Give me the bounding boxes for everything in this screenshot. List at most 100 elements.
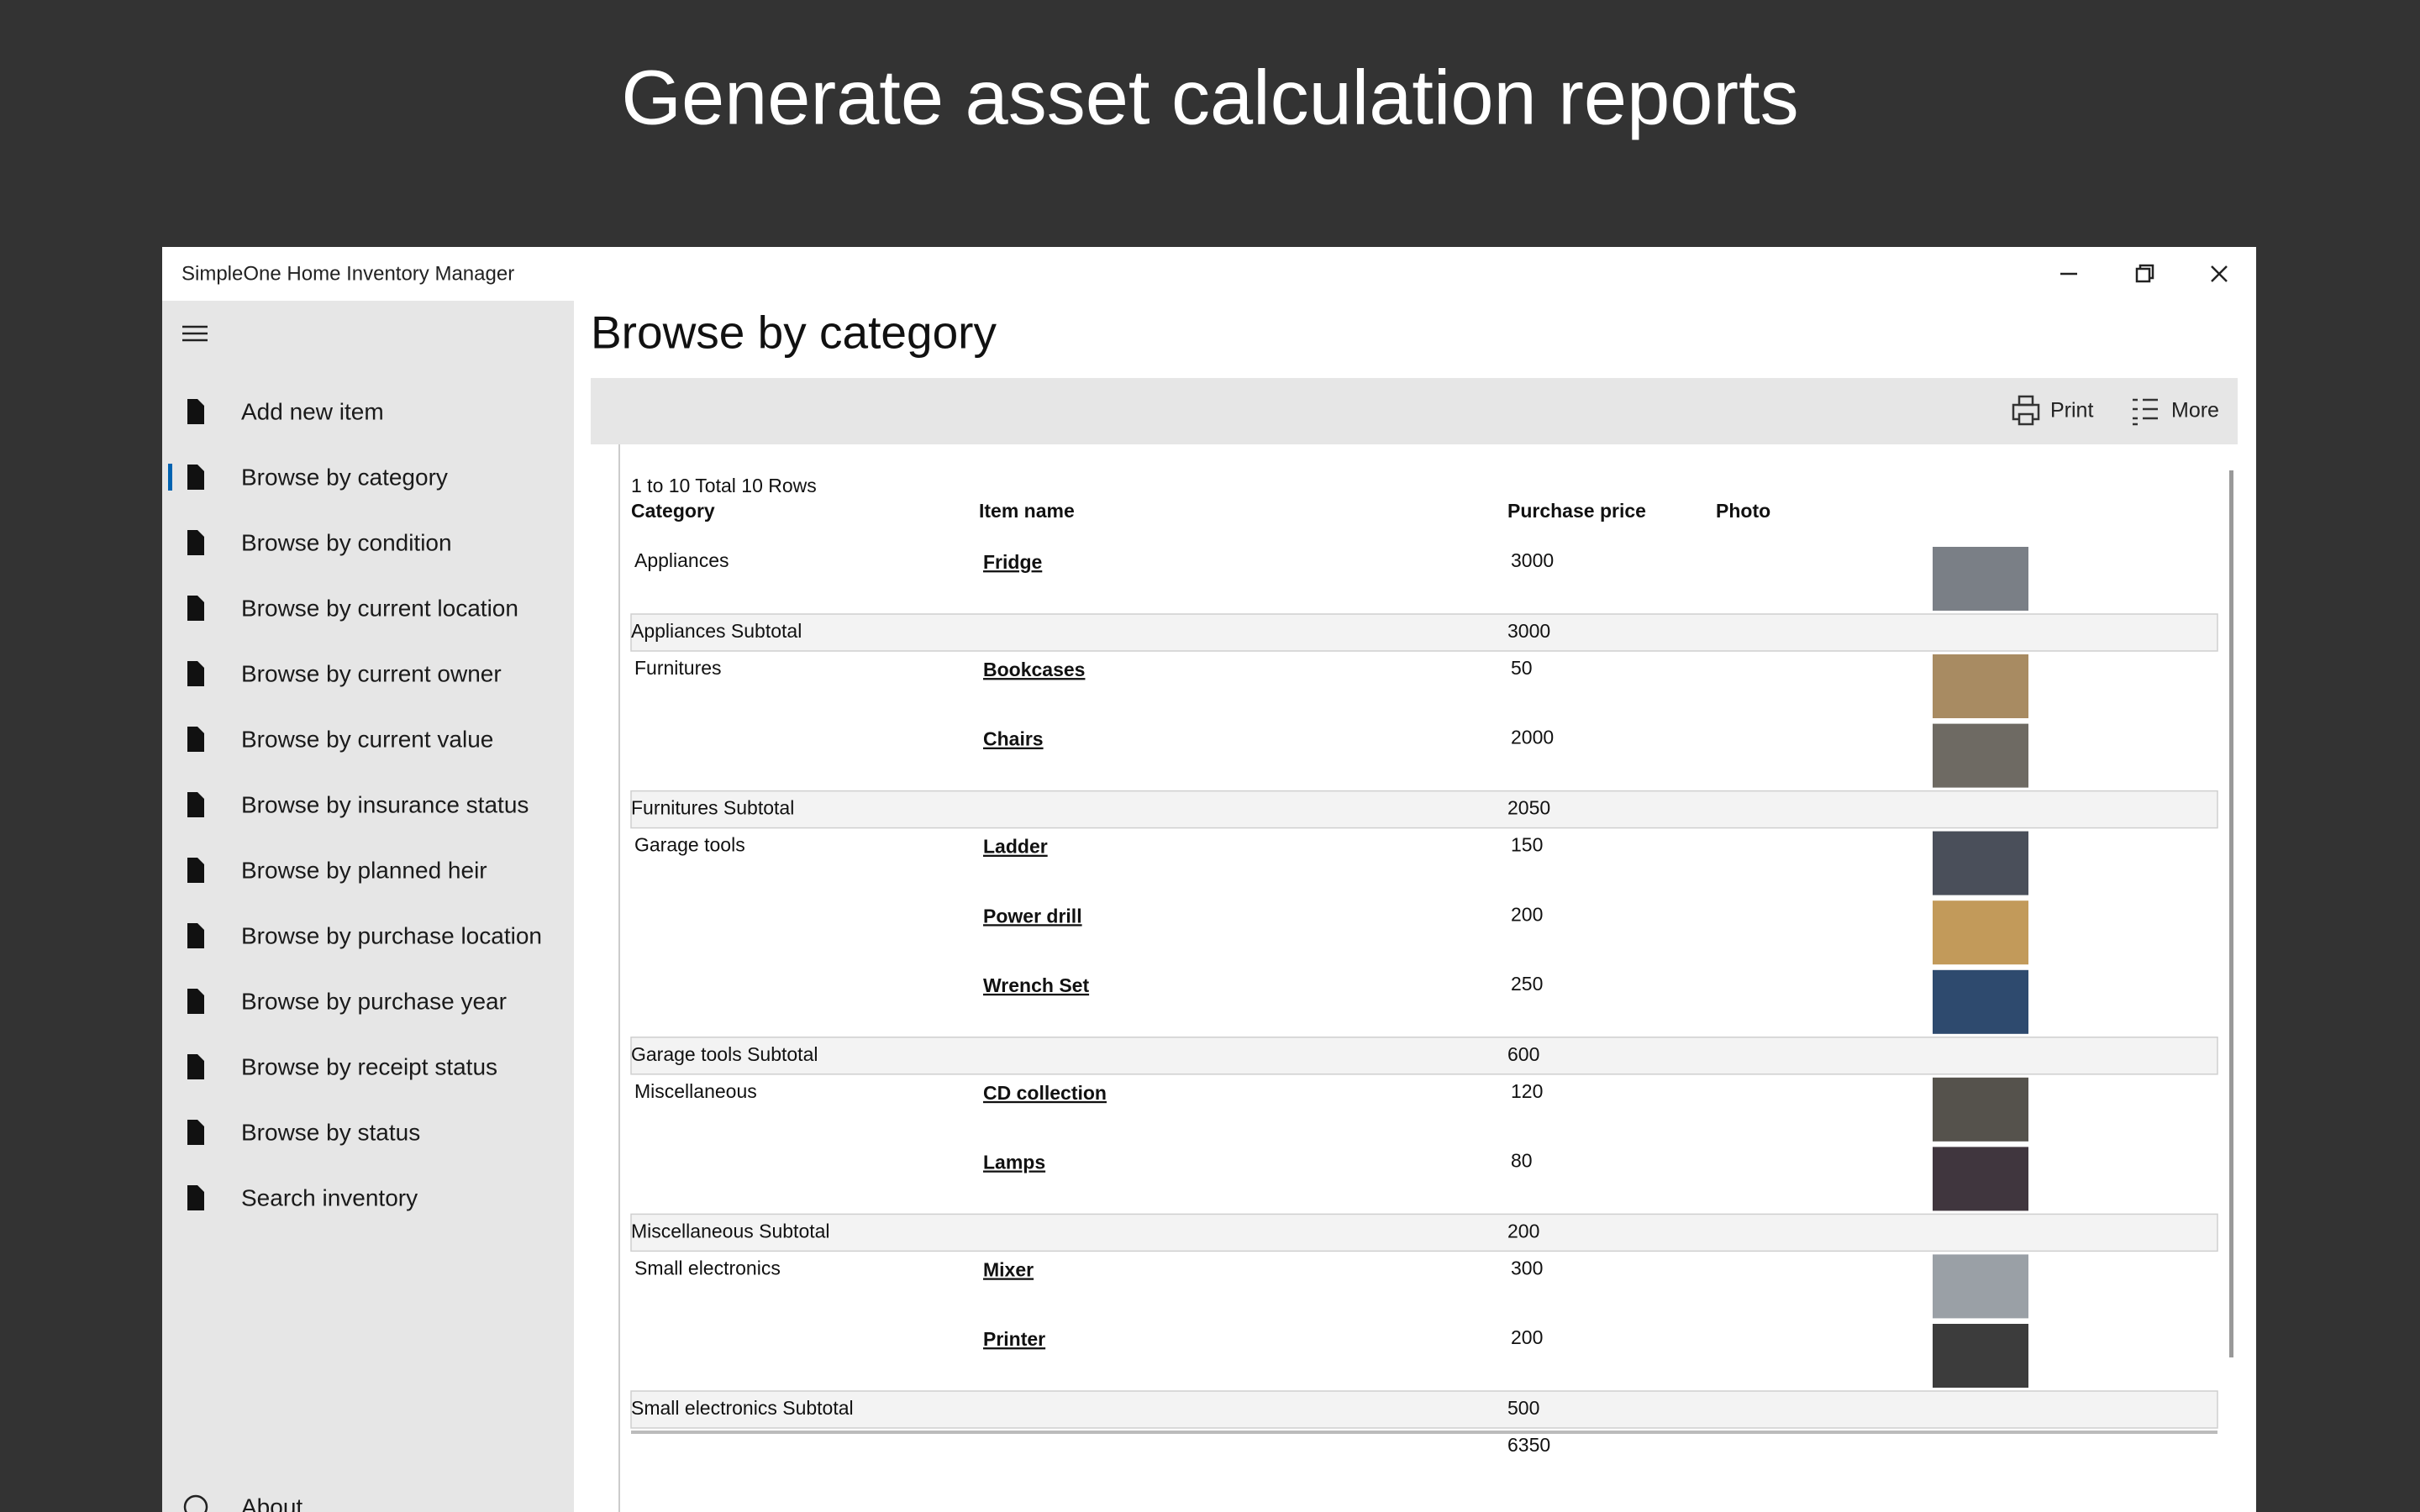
subtotal-value: 200: [1507, 1220, 1539, 1242]
item-link[interactable]: Power drill: [983, 905, 1082, 927]
print-icon[interactable]: [2012, 395, 2040, 426]
item-photo: [1933, 1324, 2028, 1388]
print-button[interactable]: Print: [2050, 399, 2093, 423]
menu-button[interactable]: [182, 325, 208, 342]
nav-icon: [187, 661, 204, 686]
item-photo: [1933, 831, 2028, 895]
category-cell: Small electronics: [634, 1257, 781, 1278]
subtotal-label: Miscellaneous Subtotal: [631, 1220, 830, 1242]
category-cell: Miscellaneous: [634, 1080, 757, 1102]
subtotal-row: [630, 790, 2218, 829]
nav-item[interactable]: Browse by current value: [241, 726, 493, 752]
nav-item[interactable]: Browse by status: [241, 1119, 420, 1145]
price-cell: 50: [1511, 657, 1533, 679]
item-photo: [1933, 1077, 2028, 1142]
subtotal-label: Small electronics Subtotal: [631, 1397, 854, 1419]
column-header: Category: [631, 500, 715, 522]
nav-item[interactable]: Search inventory: [241, 1184, 418, 1210]
nav-item[interactable]: Browse by purchase location: [241, 922, 542, 948]
subtotal-row: [630, 1213, 2218, 1252]
more-button[interactable]: More: [2171, 399, 2219, 423]
price-cell: 200: [1511, 1326, 1543, 1348]
item-photo: [1933, 969, 2028, 1034]
sidebar: [162, 301, 574, 1512]
nav-icon: [187, 727, 204, 752]
item-link[interactable]: Printer: [983, 1328, 1045, 1350]
subtotal-row: [630, 1037, 2218, 1075]
item-link[interactable]: Lamps: [983, 1151, 1045, 1173]
subtotal-label: Appliances Subtotal: [631, 620, 802, 642]
item-photo: [1933, 723, 2028, 788]
nav-icon: [187, 465, 204, 490]
item-photo: [1933, 547, 2028, 611]
item-photo: [1933, 1254, 2028, 1319]
item-link[interactable]: Wrench Set: [983, 974, 1089, 996]
report-summary: 1 to 10 Total 10 Rows: [631, 475, 817, 496]
nav-item[interactable]: Browse by current location: [241, 595, 518, 621]
total-value: 6350: [1507, 1434, 1550, 1456]
item-photo: [1933, 654, 2028, 718]
subtotal-value: 3000: [1507, 620, 1550, 642]
nav-item[interactable]: Browse by current owner: [241, 660, 502, 686]
price-cell: 300: [1511, 1257, 1543, 1278]
column-header: Photo: [1716, 500, 1770, 522]
toolbar: [591, 378, 2238, 444]
subtotal-value: 2050: [1507, 797, 1550, 819]
nav-item[interactable]: Browse by receipt status: [241, 1053, 497, 1079]
item-photo: [1933, 1147, 2028, 1211]
price-cell: 80: [1511, 1149, 1533, 1171]
nav-item[interactable]: Add new item: [241, 398, 384, 424]
item-link[interactable]: Bookcases: [983, 659, 1085, 680]
nav-icon: [187, 792, 204, 817]
price-cell: 3000: [1511, 549, 1554, 571]
subtotal-value: 500: [1507, 1397, 1539, 1419]
category-cell: Appliances: [634, 549, 729, 571]
item-link[interactable]: Mixer: [983, 1258, 1034, 1280]
window-title: SimpleOne Home Inventory Manager: [182, 262, 514, 285]
price-cell: 120: [1511, 1080, 1543, 1102]
about-link[interactable]: About: [241, 1494, 302, 1512]
column-header: Purchase price: [1507, 500, 1646, 522]
price-cell: 2000: [1511, 727, 1554, 748]
nav-item[interactable]: Browse by insurance status: [241, 791, 529, 817]
active-indicator: [168, 464, 172, 491]
headline: Generate asset calculation reports: [621, 55, 1798, 140]
nav-icon: [187, 530, 204, 555]
item-link[interactable]: Fridge: [983, 551, 1042, 573]
subtotal-row: [630, 1390, 2218, 1429]
about-icon: [183, 1494, 208, 1512]
nav-item[interactable]: Browse by category: [241, 464, 448, 490]
more-icon[interactable]: [2133, 398, 2158, 426]
restore-button[interactable]: [2135, 264, 2154, 283]
nav-icon: [187, 1054, 204, 1079]
column-header: Item name: [979, 500, 1075, 522]
close-button[interactable]: [2211, 265, 2228, 282]
nav-icon: [187, 923, 204, 948]
subtotal-label: Furnitures Subtotal: [631, 797, 794, 819]
subtotal-row: [630, 613, 2218, 652]
nav-item[interactable]: Browse by purchase year: [241, 988, 507, 1014]
nav-icon: [187, 989, 204, 1014]
nav-item[interactable]: Browse by condition: [241, 529, 452, 555]
nav-icon: [187, 399, 204, 424]
price-cell: 200: [1511, 903, 1543, 925]
subtotal-value: 600: [1507, 1043, 1539, 1065]
category-cell: Garage tools: [634, 834, 745, 856]
nav-icon: [187, 1120, 204, 1145]
item-link[interactable]: Ladder: [983, 836, 1048, 858]
nav-icon: [187, 1185, 204, 1210]
scrollbar[interactable]: [2229, 470, 2233, 1357]
price-cell: 250: [1511, 973, 1543, 995]
page-title: Browse by category: [591, 307, 997, 359]
nav-item[interactable]: Browse by planned heir: [241, 857, 487, 883]
nav-icon: [187, 858, 204, 883]
price-cell: 150: [1511, 834, 1543, 856]
nav-icon: [187, 596, 204, 621]
item-link[interactable]: Chairs: [983, 728, 1044, 750]
item-link[interactable]: CD collection: [983, 1082, 1107, 1104]
total-line: [631, 1431, 2217, 1434]
category-cell: Furnitures: [634, 657, 722, 679]
item-photo: [1933, 900, 2028, 965]
subtotal-label: Garage tools Subtotal: [631, 1043, 818, 1065]
